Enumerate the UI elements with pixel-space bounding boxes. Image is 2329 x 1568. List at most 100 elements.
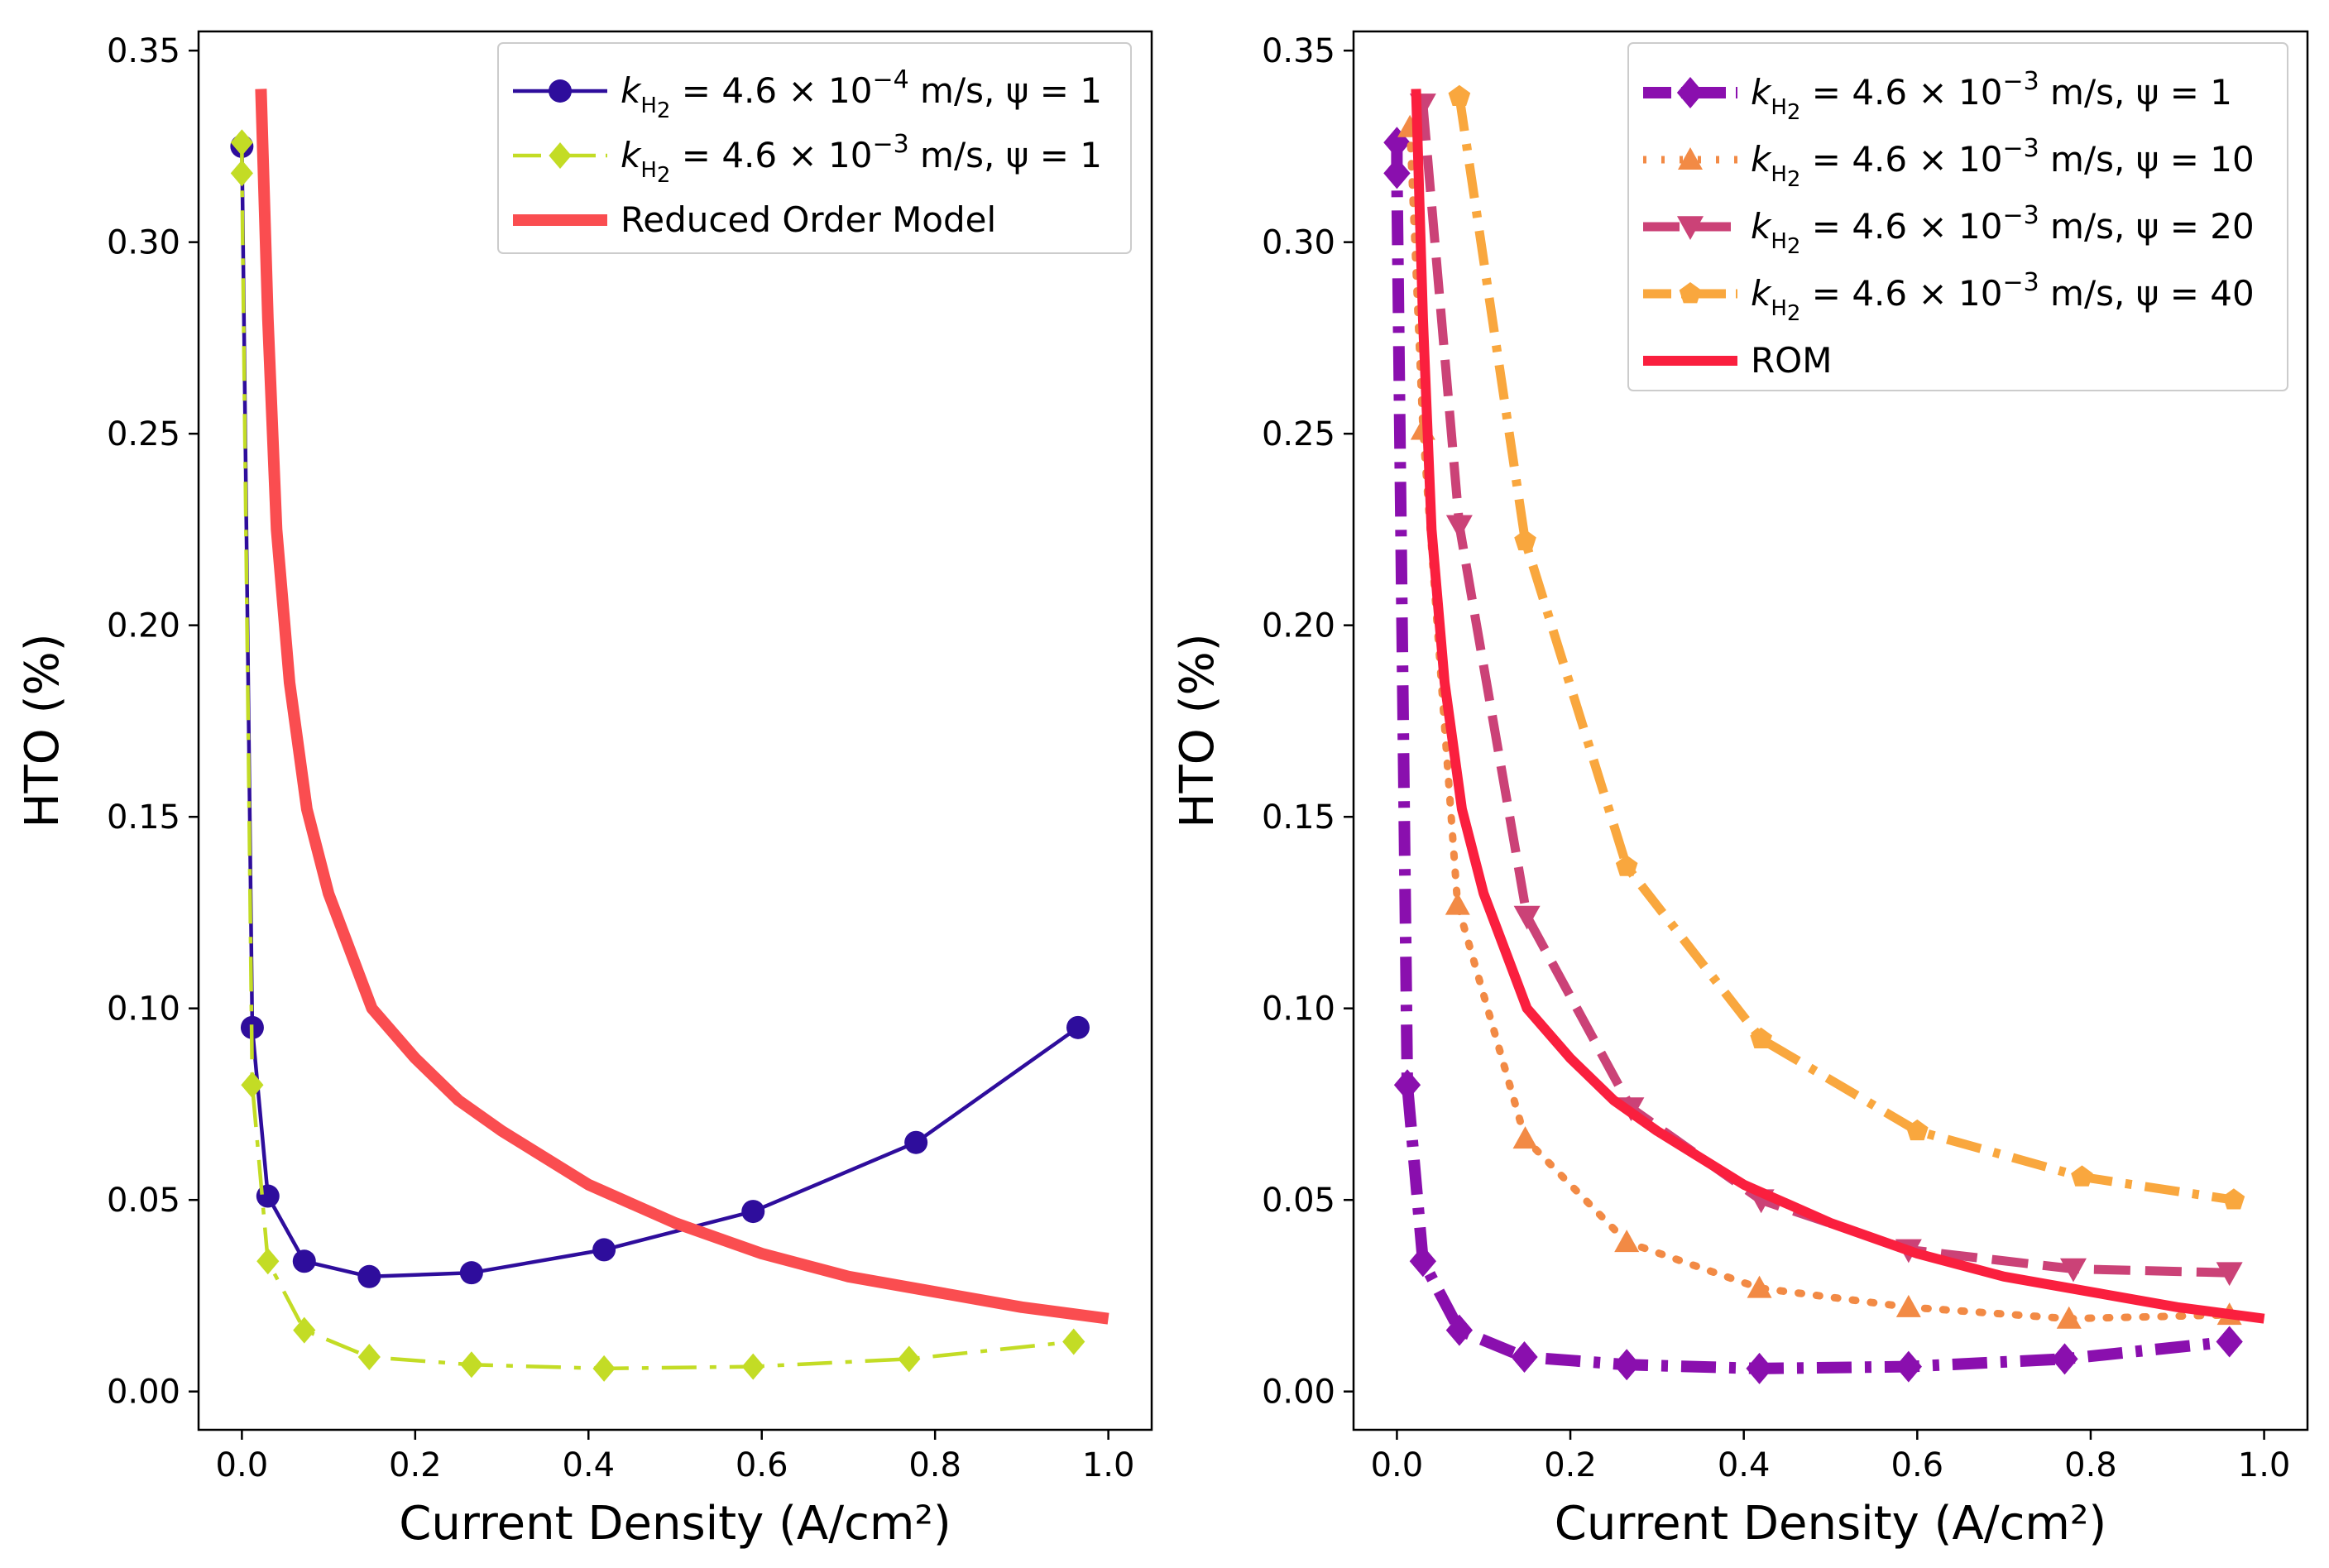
data-point — [1750, 1027, 1772, 1049]
y-tick-label: 0.25 — [107, 415, 180, 453]
data-point — [904, 1130, 928, 1154]
data-point — [1511, 1341, 1538, 1374]
data-point — [2216, 1262, 2243, 1287]
data-point — [1613, 1349, 1641, 1381]
series-4 — [1448, 84, 2245, 1210]
legend-label: kH2 = 4.6 × 10−3 m/s, ψ = 40 — [1751, 268, 2255, 326]
legend: kH2 = 4.6 × 10−3 m/s, ψ = 1 kH2 = 4.6 × 1… — [1627, 42, 2288, 391]
series-2 — [230, 129, 1085, 1382]
data-point — [1445, 515, 1473, 539]
data-point — [1746, 1352, 1773, 1384]
legend-label: ROM — [1751, 340, 1832, 381]
x-tick-label: 0.8 — [2064, 1446, 2117, 1484]
data-point — [1445, 1314, 1474, 1346]
data-point — [1393, 1069, 1421, 1101]
data-point — [2056, 1306, 2082, 1329]
legend-marker — [549, 142, 572, 169]
x-tick-label: 0.8 — [908, 1446, 961, 1484]
data-point — [1383, 127, 1411, 159]
y-tick-label: 0.10 — [1262, 990, 1335, 1029]
legend-label: kH2 = 4.6 × 10−3 m/s, ψ = 1 — [1751, 67, 2232, 125]
legend-marker — [1679, 282, 1702, 304]
series-1 — [1383, 127, 2243, 1384]
series-line — [240, 146, 1080, 1279]
data-point — [1383, 157, 1411, 189]
y-tick-label: 0.15 — [1262, 798, 1335, 837]
x-axis-label: Current Density (A/cm²) — [399, 1497, 951, 1551]
legend-label: Reduced Order Model — [621, 199, 996, 240]
x-tick-label: 1.0 — [1082, 1446, 1135, 1484]
data-point — [230, 160, 253, 187]
data-point — [1747, 1275, 1772, 1298]
y-tick-label: 0.30 — [1262, 224, 1335, 262]
data-point — [2222, 1188, 2245, 1210]
y-tick-label: 0.00 — [1262, 1374, 1335, 1412]
legend-marker — [1676, 77, 1704, 108]
data-point — [459, 1261, 483, 1285]
series-line — [1391, 142, 2231, 1374]
chart-panel-1: 0.0 0.2 0.4 0.6 0.8 1.0 0.00 0.05 0.10 0.15 0.20 0.… — [16, 30, 1153, 1551]
data-point — [293, 1316, 316, 1344]
y-tick-label: 0.05 — [107, 1182, 180, 1220]
data-point — [592, 1238, 616, 1262]
data-point — [1895, 1350, 1922, 1383]
legend-label: kH2 = 4.6 × 10−3 m/s, ψ = 10 — [1751, 134, 2255, 192]
series-line — [1418, 103, 2230, 1278]
chart-panel-2: 0.0 0.2 0.4 0.6 0.8 1.0 0.00 0.05 0.10 0.15 0.20 0.… — [1171, 30, 2309, 1551]
y-tick-label: 0.35 — [107, 32, 180, 70]
legend-box — [497, 42, 1132, 254]
data-point — [898, 1345, 921, 1373]
x-tick-label: 0.6 — [736, 1446, 788, 1484]
legend: kH2 = 4.6 × 10−4 m/s, ψ = 1 kH2 = 4.6 × 1… — [497, 42, 1132, 254]
data-point — [2059, 1258, 2087, 1283]
data-point — [592, 1355, 616, 1382]
series-line — [240, 142, 1074, 1371]
data-point — [460, 1351, 483, 1379]
data-point — [1409, 1245, 1437, 1278]
x-tick-label: 0.0 — [216, 1446, 269, 1484]
data-point — [1445, 892, 1470, 915]
x-tick-label: 0.2 — [389, 1446, 442, 1484]
y-tick-label: 0.20 — [1262, 607, 1335, 645]
y-tick-label: 0.30 — [107, 224, 180, 262]
x-tick-label: 0.6 — [1891, 1446, 1944, 1484]
data-point — [1062, 1328, 1085, 1355]
series-1 — [230, 134, 1090, 1288]
data-point — [357, 1344, 381, 1371]
data-point — [2071, 1165, 2093, 1187]
legend-label: kH2 = 4.6 × 10−3 m/s, ψ = 20 — [1751, 201, 2255, 259]
data-point — [292, 1249, 316, 1273]
data-point — [357, 1264, 381, 1288]
data-point — [741, 1353, 764, 1380]
y-tick-label: 0.20 — [107, 607, 180, 645]
data-point — [230, 129, 253, 156]
series-5 — [1411, 89, 2265, 1324]
plot-frame — [197, 30, 1153, 1431]
x-tick-label: 0.4 — [562, 1446, 615, 1484]
series-line — [1411, 89, 2265, 1324]
x-axis-label: Current Density (A/cm²) — [1555, 1497, 2107, 1551]
data-point — [1512, 1126, 1538, 1149]
series-3 — [255, 89, 1109, 1325]
data-point — [1615, 855, 1638, 876]
y-tick-label: 0.05 — [1262, 1182, 1335, 1220]
legend-marker — [1678, 147, 1703, 170]
data-point — [1906, 1119, 1929, 1141]
data-point — [2216, 1326, 2243, 1358]
data-point — [256, 1248, 280, 1275]
data-point — [1514, 529, 1536, 551]
x-tick-label: 0.4 — [1718, 1446, 1771, 1484]
data-point — [1448, 84, 1471, 107]
data-point — [2051, 1343, 2078, 1375]
x-tick-label: 0.2 — [1544, 1446, 1597, 1484]
y-tick-label: 0.25 — [1262, 415, 1335, 453]
legend-label: kH2 = 4.6 × 10−3 m/s, ψ = 1 — [621, 130, 1102, 188]
data-point — [1066, 1015, 1090, 1039]
legend-marker — [1677, 216, 1704, 240]
series-line — [255, 89, 1109, 1325]
plot-frame — [1352, 30, 2309, 1431]
y-tick-label: 0.35 — [1262, 32, 1335, 70]
legend-label: kH2 = 4.6 × 10−4 m/s, ψ = 1 — [621, 65, 1102, 123]
legend-marker — [549, 79, 572, 103]
